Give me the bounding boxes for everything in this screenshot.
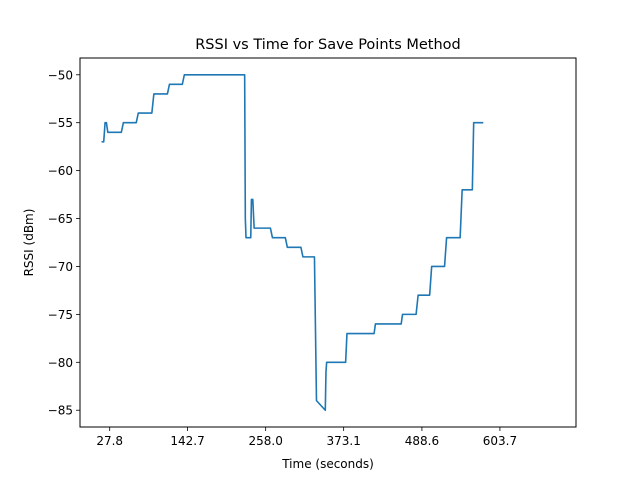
x-tick-label: 603.7 — [483, 434, 517, 448]
x-axis-label: Time (seconds) — [281, 457, 374, 471]
x-tick-label: 258.0 — [248, 434, 282, 448]
x-tick-label: 27.8 — [96, 434, 123, 448]
y-tick-label: −50 — [48, 68, 73, 82]
x-tick-label: 488.6 — [405, 434, 439, 448]
y-tick-label: −60 — [48, 164, 73, 178]
y-tick-label: −70 — [48, 260, 73, 274]
series-line-0 — [101, 73, 484, 412]
y-axis-label: RSSI (dBm) — [22, 209, 36, 277]
y-tick-label: −75 — [48, 308, 73, 322]
plot-frame — [79, 57, 577, 428]
x-tick-label: 373.1 — [326, 434, 360, 448]
y-tick-label: −55 — [48, 116, 73, 130]
x-tick-label: 142.7 — [170, 434, 204, 448]
y-tick-label: −85 — [48, 404, 73, 418]
y-axis: −85 −80 −75 −70 −65 −60 −55 −50 — [48, 68, 80, 418]
x-axis: 27.8 142.7 258.0 373.1 488.6 603.7 — [96, 427, 517, 448]
plot-area — [101, 73, 484, 412]
y-tick-label: −65 — [48, 212, 73, 226]
chart-title: RSSI vs Time for Save Points Method — [195, 37, 461, 53]
y-tick-label: −80 — [48, 356, 73, 370]
